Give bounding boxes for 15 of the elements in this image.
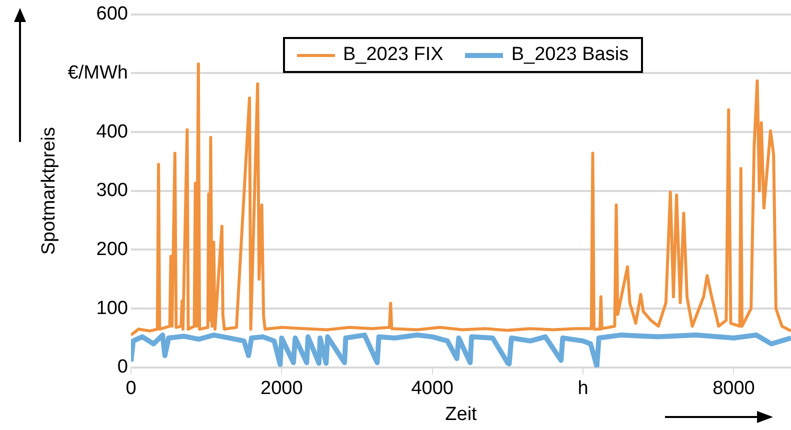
y-tick-label: 300 <box>96 180 128 202</box>
y-tick-label: €/MWh <box>68 62 128 84</box>
legend-label: B_2023 FIX <box>343 44 444 66</box>
y-axis-title: Spotmarktpreis <box>38 127 60 255</box>
x-tick-label: h <box>578 378 588 400</box>
y-tick-label: 0 <box>117 356 128 378</box>
legend-label: B_2023 Basis <box>511 44 629 66</box>
x-tick-label: 8000 <box>712 378 755 400</box>
y-tick-label: 400 <box>96 121 128 142</box>
x-tick-label: 2000 <box>260 378 303 400</box>
x-axis-title: Zeit <box>445 404 478 425</box>
x-tick-label: 4000 <box>411 378 454 400</box>
y-tick-label: 200 <box>96 238 128 260</box>
y-tick-label: 100 <box>96 298 128 319</box>
y-tick-label: 600 <box>96 4 128 25</box>
